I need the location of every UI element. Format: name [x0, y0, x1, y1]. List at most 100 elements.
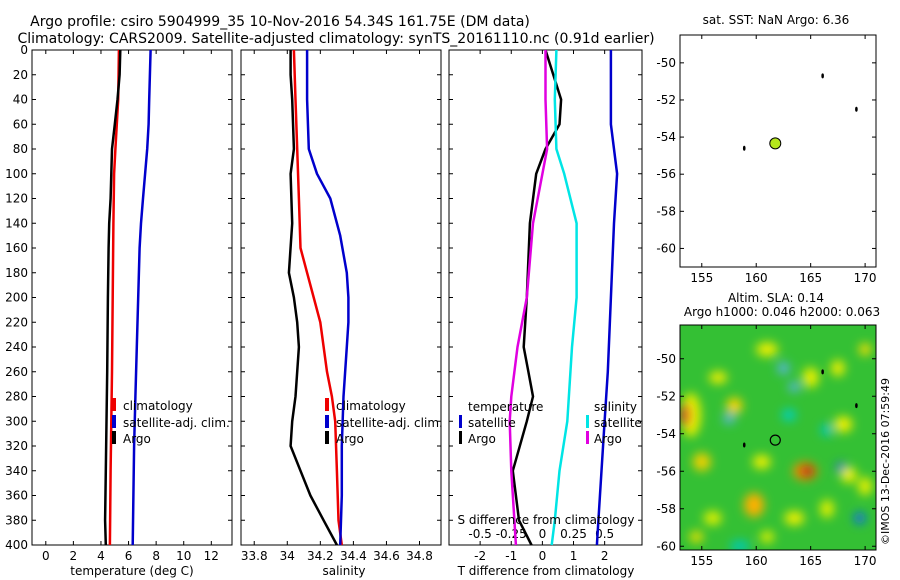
sst-map-ticks: 155 160 165 170 -50 -52 -54 -56 -58 -60: [656, 35, 877, 285]
temperature-panel: 0204060801001201401601802002202402602803…: [5, 43, 233, 578]
map-y-tick-label: -58: [656, 204, 676, 218]
depth-tick-label: 20: [13, 68, 28, 82]
series-line-satellite-adj-clim-: [305, 50, 350, 546]
depth-tick-label: 400: [5, 538, 28, 552]
depth-tick-label: 40: [13, 93, 28, 107]
depth-tick-label: 300: [5, 414, 28, 428]
depth-tick-label: 200: [5, 291, 28, 305]
map-y-tick-label: -50: [656, 56, 676, 70]
s-tick-label: 0.5: [595, 527, 614, 541]
depth-tick-label: 80: [13, 142, 28, 156]
sla-anomaly-blob: [800, 465, 815, 478]
temperature-legend: climatology satellite-adj. clim. Argo: [112, 398, 230, 446]
legend-label-satellite-adj: satellite-adj. clim.: [123, 416, 230, 430]
title-line-2: Climatology: CARS2009. Satellite-adjuste…: [17, 31, 654, 47]
depth-tick-label: 280: [5, 390, 28, 404]
series-line-satellite-adj-clim-: [131, 49, 152, 546]
x-tick-label: 33.8: [241, 549, 268, 563]
sla-anomaly-blobs: [680, 342, 873, 550]
legend-title-temperature: temperature: [468, 400, 543, 414]
temperature-ticks: 0 2 4 6 8 10 12: [32, 49, 232, 563]
sla-anomaly-blob: [703, 511, 722, 526]
x-tick-label: 2: [601, 549, 609, 563]
series-line-t-satellite: [595, 50, 619, 546]
sla-anomaly-blob: [859, 343, 872, 356]
x-tick-label: 6: [125, 549, 133, 563]
salinity-ticks: 33.8 34 34.2 34.4 34.6 34.8: [241, 49, 441, 563]
sla-map-marks: [742, 369, 858, 448]
sla-anomaly-blob: [689, 530, 704, 543]
x-tick-label: 0: [42, 549, 50, 563]
legend-swatch-t-satellite: [459, 415, 462, 428]
sla-anomaly-blob: [756, 342, 779, 357]
x-tick-label: -1: [505, 549, 517, 563]
series-line-climatology: [108, 49, 121, 546]
island-marker: [855, 106, 858, 112]
depth-tick-label: 320: [5, 439, 28, 453]
depth-tick-label: 240: [5, 340, 28, 354]
sla-anomaly-blob: [834, 416, 853, 433]
sst-map-title: sat. SST: NaN Argo: 6.36: [703, 13, 850, 27]
argo-position-marker: [769, 434, 781, 446]
sla-anomaly-blob: [840, 467, 857, 483]
legend-label-climatology: climatology: [123, 399, 193, 413]
map-x-tick-label: 160: [745, 554, 768, 568]
temperature-plot-frame: [31, 49, 233, 546]
legend-label-s-argo: Argo: [594, 432, 622, 446]
depth-tick-label: 160: [5, 241, 28, 255]
legend-swatch-climatology: [112, 398, 116, 411]
series-line-t-argo: [511, 49, 563, 546]
sla-anomaly-blob: [692, 452, 711, 471]
sla-anomaly-blob: [680, 403, 691, 427]
x-tick-label: 12: [204, 549, 219, 563]
sla-anomaly-blob: [729, 540, 750, 550]
x-tick-label: 0: [539, 549, 547, 563]
series-line-climatology: [292, 49, 344, 546]
sst-map-panel: sat. SST: NaN Argo: 6.36 155 160 165 170 -50…: [656, 13, 876, 285]
legend-swatch-argo-2: [325, 431, 329, 444]
temperature-series: [103, 49, 152, 546]
series-line-s-satellite: [550, 49, 578, 546]
depth-tick-label: 360: [5, 489, 28, 503]
sla-map-title: Altim. SLA: 0.14: [728, 291, 824, 305]
map-x-tick-label: 170: [854, 271, 877, 285]
sla-anomaly-blob: [858, 477, 873, 496]
legend-swatch-climatology-2: [325, 398, 329, 411]
map-y-tick-label: -54: [656, 427, 676, 441]
s-tick-label: 0: [539, 527, 547, 541]
legend-swatch-s-satellite: [586, 415, 589, 428]
x-tick-label: 34.6: [373, 549, 400, 563]
legend-label-t-argo: Argo: [468, 432, 496, 446]
depth-tick-label: 180: [5, 266, 28, 280]
depth-tick-label: 100: [5, 167, 28, 181]
legend-swatch-argo: [112, 431, 116, 444]
s-difference-xlabel: S difference from climatology: [458, 513, 635, 527]
sla-map-subtitle: Argo h1000: 0.046 h2000: 0.063: [684, 305, 880, 319]
legend-label-t-satellite: satellite: [468, 416, 516, 430]
map-y-tick-label: -52: [656, 389, 676, 403]
x-tick-label: 10: [176, 549, 191, 563]
argo-position-marker: [769, 137, 782, 150]
island-marker: [855, 403, 858, 409]
salinity-series: [287, 49, 350, 546]
sla-anomaly-blob: [821, 424, 833, 436]
x-tick-label: 34.8: [406, 549, 433, 563]
imos-watermark: ©IMOS 13-Dec-2016 07:59:49: [879, 378, 892, 545]
legend-label-climatology-2: climatology: [336, 399, 406, 413]
map-x-tick-label: 155: [690, 554, 713, 568]
salinity-xlabel: salinity: [322, 564, 365, 578]
sst-map-marks: [742, 73, 858, 151]
depth-tick-labels: 0 20 40 60 80 100 120 140 160 180 200 220 240 260 280 3…: [5, 43, 28, 552]
series-line-s-argo: [508, 50, 549, 546]
map-x-tick-label: 165: [799, 271, 822, 285]
island-marker: [742, 145, 746, 151]
difference-ticks: -2 -1 0 1 2 -0.5 -0.25 0 0.25 0.5: [449, 49, 642, 563]
x-tick-label: 8: [152, 549, 160, 563]
legend-swatch-satellite-adj: [112, 415, 116, 428]
series-line-argo: [103, 49, 122, 546]
sla-anomaly-blob: [802, 367, 819, 388]
sla-map-frame: [679, 324, 877, 551]
depth-tick-label: 0: [20, 43, 28, 57]
salinity-legend: climatology satellite-adj. clim. Argo: [325, 398, 443, 446]
